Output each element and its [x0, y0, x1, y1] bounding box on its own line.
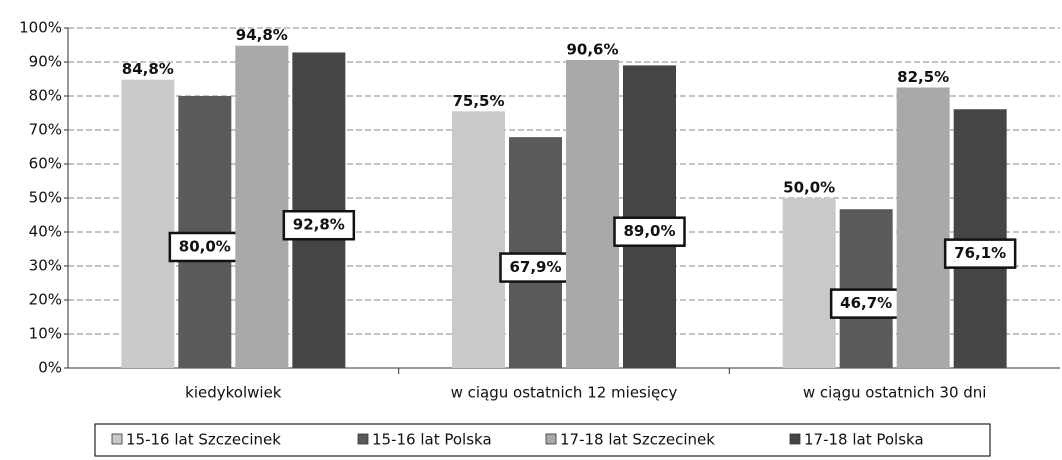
value-label: 92,8% [293, 216, 345, 234]
bar [566, 59, 619, 369]
bar [121, 79, 175, 369]
value-label: 76,1% [954, 244, 1006, 262]
y-tick-label: 10% [29, 325, 62, 343]
y-tick-label: 0% [38, 359, 62, 377]
value-label-box [943, 238, 1017, 269]
value-label: 90,6% [566, 40, 618, 58]
y-tick-label: 60% [29, 155, 62, 173]
value-label-box [499, 252, 572, 283]
legend-swatch [789, 433, 801, 445]
y-tick-label: 30% [29, 257, 62, 275]
value-label-box [282, 209, 356, 241]
value-label: 67,9% [509, 258, 561, 276]
legend-label: 15-16 lat Szczecinek [126, 431, 281, 449]
value-label: 82,5% [897, 68, 949, 86]
value-label: 89,0% [623, 222, 675, 240]
value-label: 75,5% [452, 92, 504, 110]
bar [782, 198, 836, 368]
value-label-box [829, 288, 903, 319]
y-tick-label: 50% [29, 189, 62, 207]
value-label-box [613, 216, 686, 247]
legend-swatch [111, 433, 123, 445]
legend-swatch [357, 433, 369, 445]
x-tick-label: kiedykolwiek [185, 384, 282, 402]
bar [896, 87, 950, 368]
legend-swatch [545, 433, 557, 445]
x-tick-label: w ciągu ostatnich 12 miesięcy [451, 384, 678, 402]
legend-box [94, 423, 991, 457]
legend-label: 17-18 lat Polska [804, 431, 924, 449]
value-label: 46,7% [840, 294, 892, 312]
bar [452, 111, 505, 369]
y-tick-label: 40% [29, 223, 62, 241]
y-tick-label: 100% [19, 19, 62, 37]
y-tick-label: 70% [29, 121, 62, 139]
value-label: 80,0% [179, 238, 231, 256]
bar [235, 45, 289, 369]
value-label: 50,0% [783, 179, 835, 197]
y-tick-label: 90% [29, 53, 62, 71]
legend-label: 17-18 lat Szczecinek [560, 431, 715, 449]
x-tick-label: w ciągu ostatnich 30 dni [803, 384, 987, 402]
value-label: 84,8% [122, 60, 174, 78]
value-label: 94,8% [236, 26, 288, 44]
legend-label: 15-16 lat Polska [372, 431, 492, 449]
y-tick-label: 80% [29, 87, 62, 105]
y-tick-label: 20% [29, 291, 62, 309]
